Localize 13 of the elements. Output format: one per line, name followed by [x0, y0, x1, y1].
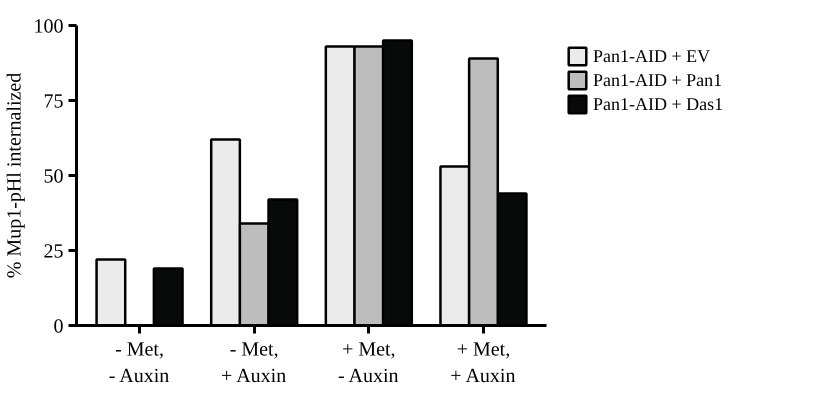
y-axis-title: % Mup1-pHl internalized	[4, 72, 26, 278]
legend-label: Pan1-AID + Pan1	[593, 70, 722, 90]
legend-label: Pan1-AID + EV	[593, 46, 710, 66]
y-tick-label: 50	[44, 166, 64, 188]
x-tick-label: + Met, + Auxin	[450, 338, 516, 387]
x-tick-label: + Met, - Auxin	[338, 338, 399, 387]
legend-label: Pan1-AID + Das1	[593, 94, 724, 114]
x-tick-label: - Met, - Auxin	[108, 338, 170, 387]
y-tick-label: 100	[34, 16, 64, 38]
x-tick-label: - Met, + Auxin	[221, 338, 286, 387]
y-tick-label: 75	[44, 90, 64, 112]
y-tick-label: 0	[54, 316, 64, 338]
y-tick-label: 25	[44, 240, 64, 262]
